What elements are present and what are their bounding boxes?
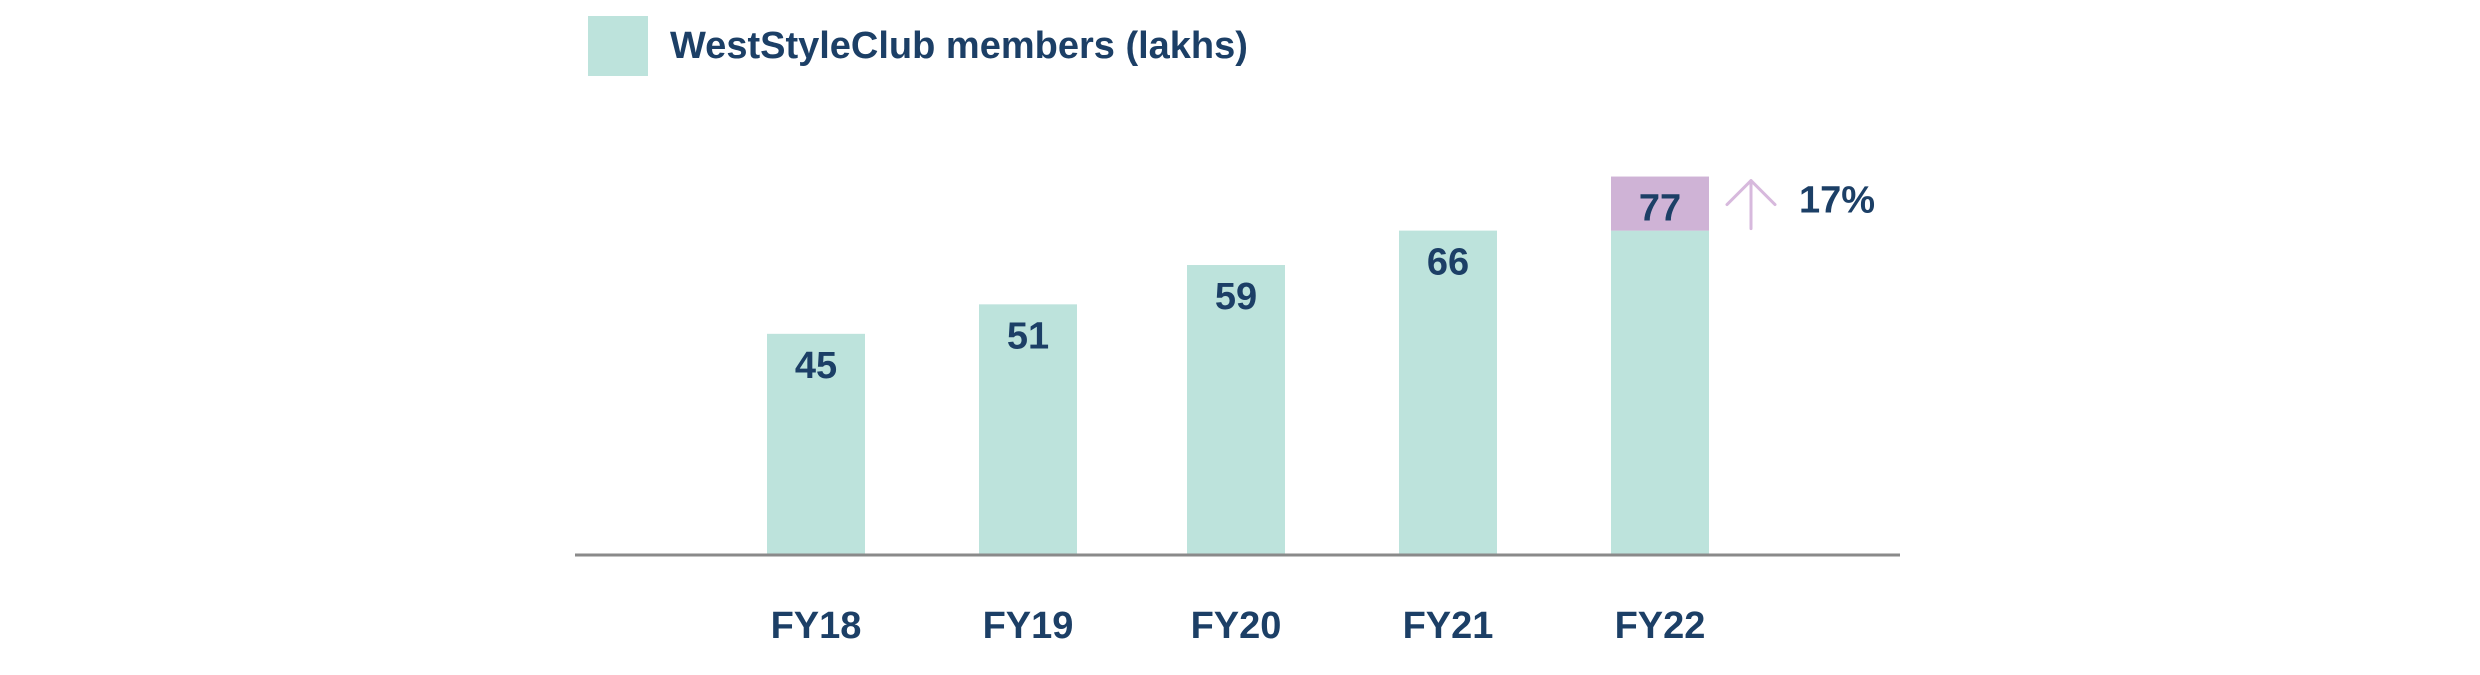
legend-label: WestStyleClub members (lakhs) [670, 25, 1248, 67]
x-tick-fy21: FY21 [1403, 605, 1494, 647]
data-labels: 45 51 59 66 77 [795, 188, 1681, 387]
bar-increment-fy22 [1611, 176, 1709, 231]
data-label-fy20: 59 [1215, 276, 1257, 318]
x-tick-labels: FY18 FY19 FY20 FY21 FY22 [771, 605, 1706, 647]
x-tick-fy18: FY18 [771, 605, 862, 647]
bar-fy20 [1187, 265, 1285, 555]
bar-fy19 [979, 304, 1077, 555]
bar-fy22 [1611, 230, 1709, 556]
legend: WestStyleClub members (lakhs) [588, 16, 1248, 76]
arrow-up-icon [1725, 179, 1777, 231]
bars [767, 176, 1709, 556]
x-tick-fy20: FY20 [1191, 605, 1282, 647]
x-tick-fy22: FY22 [1615, 605, 1706, 647]
data-label-fy22: 77 [1639, 188, 1681, 230]
bar-fy18 [767, 333, 865, 555]
data-label-fy19: 51 [1007, 315, 1049, 357]
legend-swatch [588, 16, 648, 76]
data-label-fy18: 45 [795, 345, 837, 387]
data-label-fy21: 66 [1427, 242, 1469, 284]
growth-indicator: 17% [1725, 179, 1875, 231]
x-tick-fy19: FY19 [983, 605, 1074, 647]
growth-label: 17% [1799, 180, 1875, 222]
bar-fy21 [1399, 230, 1497, 556]
